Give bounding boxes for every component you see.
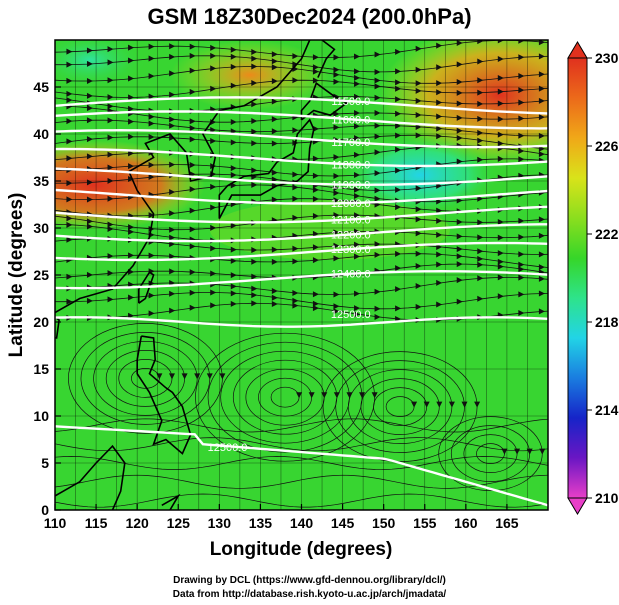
contour-line [55, 205, 548, 224]
contour-line [55, 425, 548, 507]
y-tick-label: 25 [33, 267, 49, 283]
contour-label: 11900.0 [331, 180, 370, 192]
contour-label: 12500.0 [331, 309, 371, 321]
colorbar: 230 226 222 218 214 210 [567, 41, 619, 515]
x-tick-label: 145 [331, 515, 355, 531]
contour-label: 11500.0 [331, 96, 370, 108]
warm-anomaly-west [55, 140, 205, 230]
page-title: GSM 18Z30Dec2024 (200.0hPa) [147, 4, 472, 29]
y-tick-label: 15 [33, 361, 49, 377]
contour-label: 12500.0 [208, 442, 248, 454]
contour-line [55, 128, 548, 149]
coastlines [55, 40, 349, 510]
colorbar-bottom-arrow [567, 497, 588, 515]
contour-line [55, 188, 548, 205]
x-axis: 110 115 120 125 130 135 140 145 150 155 160 165 [44, 504, 519, 531]
y-tick-label: 20 [33, 314, 49, 330]
y-tick-label: 5 [41, 455, 49, 471]
contour-line [55, 223, 548, 243]
y-axis: 0 5 10 15 20 25 30 35 40 45 [33, 79, 61, 518]
contour-line [55, 110, 548, 130]
x-tick-label: 140 [290, 515, 314, 531]
colorbar-tick-label: 210 [595, 490, 619, 506]
colorbar-scale [567, 57, 588, 499]
credit-data: Data from http://database.rish.kyoto-u.a… [172, 589, 447, 600]
y-tick-label: 40 [33, 126, 49, 142]
x-tick-label: 130 [208, 515, 232, 531]
colorbar-tick-label: 226 [595, 138, 619, 154]
contour-label: 11800.0 [331, 159, 370, 171]
y-tick-label: 30 [33, 220, 49, 236]
contour-label: 12100.0 [331, 214, 371, 226]
colorbar-tick-label: 222 [595, 226, 619, 242]
y-tick-label: 35 [33, 173, 49, 189]
y-axis-label: Latitude (degrees) [6, 193, 27, 358]
contour-line [55, 241, 548, 262]
y-tick-label: 45 [33, 79, 49, 95]
contour-line [55, 269, 548, 290]
y-tick-label: 10 [33, 408, 49, 424]
contour-line [55, 96, 548, 115]
colorbar-tick-label: 230 [595, 50, 619, 66]
contour-label: 12300.0 [331, 244, 371, 256]
cool-anomaly-jet [340, 135, 500, 215]
contour-line [55, 316, 548, 328]
height-contours: 11500.0 11600.0 11700.0 11800.0 11900.0 12000… [55, 96, 548, 507]
colorbar-tick-label: 214 [595, 402, 619, 418]
contour-label: 12200.0 [331, 229, 371, 241]
x-tick-label: 135 [249, 515, 273, 531]
x-tick-label: 155 [413, 515, 437, 531]
contour-line [55, 167, 548, 187]
credit-drawing: Drawing by DCL (https://www.gfd-dennou.o… [173, 575, 446, 586]
x-tick-label: 125 [167, 515, 191, 531]
x-tick-label: 110 [44, 515, 67, 531]
x-tick-label: 165 [495, 515, 519, 531]
contour-label: 12000.0 [331, 198, 371, 210]
colorbar-tick-label: 218 [595, 314, 619, 330]
contour-label: 11700.0 [331, 137, 370, 149]
x-tick-label: 160 [454, 515, 478, 531]
colorbar-top-arrow [567, 41, 588, 59]
contour-line [55, 147, 548, 168]
x-tick-label: 150 [372, 515, 396, 531]
y-tick-label: 0 [41, 502, 49, 518]
x-tick-label: 115 [85, 515, 108, 531]
x-axis-label: Longitude (degrees) [210, 539, 393, 560]
x-tick-label: 120 [125, 515, 149, 531]
contour-label: 12400.0 [331, 269, 371, 281]
contour-label: 11600.0 [331, 114, 370, 126]
